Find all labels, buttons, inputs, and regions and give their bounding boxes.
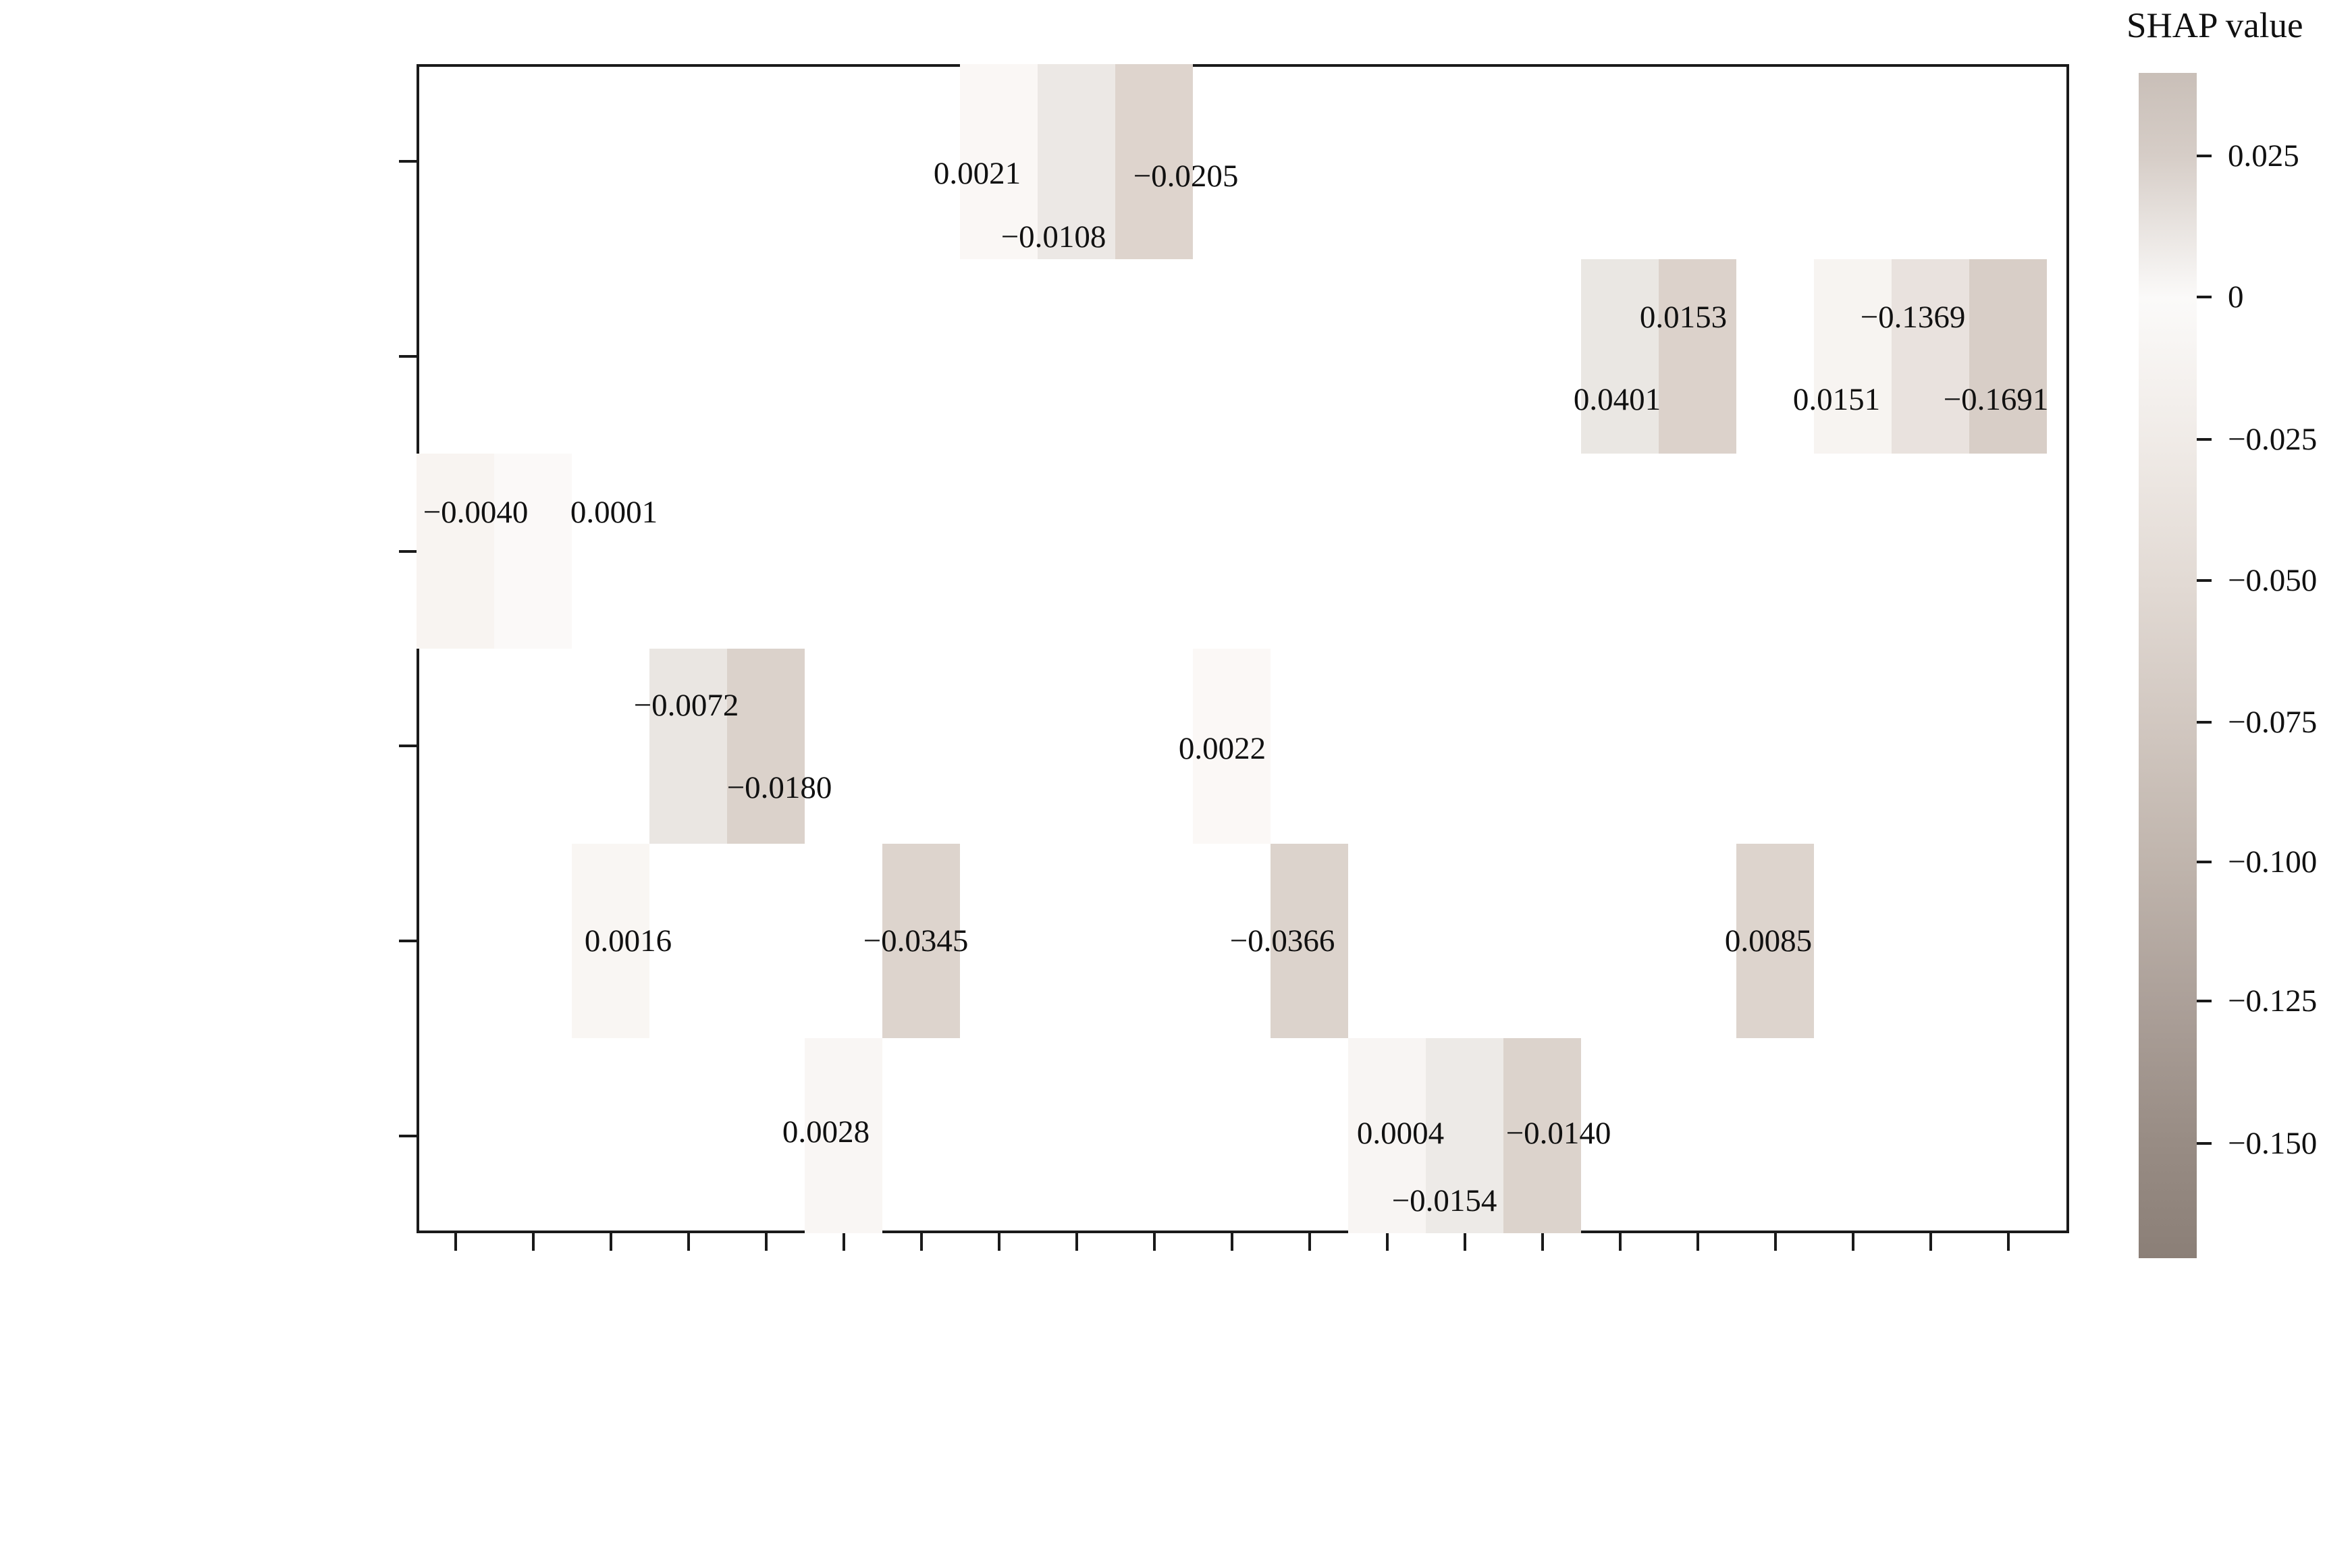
colorbar-tick <box>2197 999 2212 1002</box>
cell-value-label: 0.0401 <box>1573 382 1661 417</box>
y-axis-tick <box>399 1134 417 1137</box>
y-axis-tick <box>399 940 417 942</box>
y-axis-tick <box>399 549 417 553</box>
heatmap-cell <box>1426 1038 1503 1233</box>
colorbar-tick-label: 0 <box>2228 279 2244 315</box>
cell-value-label: 0.0028 <box>782 1114 870 1150</box>
heatmap-cell <box>1736 843 1814 1039</box>
cell-value-label: −0.0205 <box>1133 159 1239 194</box>
colorbar-tick <box>2197 861 2212 864</box>
heatmap-cell <box>1193 649 1271 844</box>
x-axis-tick <box>454 1233 457 1251</box>
heatmap-cell <box>1814 259 1892 454</box>
heatmap-cell <box>1659 259 1736 454</box>
x-axis-tick <box>1541 1233 1544 1251</box>
x-axis-tick <box>764 1233 768 1251</box>
heatmap-cell <box>1348 1038 1426 1233</box>
heatmap-cell <box>882 843 960 1039</box>
colorbar-tick-label: −0.125 <box>2228 983 2318 1019</box>
x-axis-tick <box>1929 1233 1932 1251</box>
colorbar-tick-label: −0.050 <box>2228 562 2318 598</box>
x-axis-tick <box>1152 1233 1156 1251</box>
heatmap-cell <box>727 649 805 844</box>
cell-value-label: −0.0072 <box>633 688 739 724</box>
colorbar-tick <box>2197 437 2212 441</box>
cell-value-label: −0.0345 <box>863 923 969 958</box>
heatmap-cell <box>960 64 1038 259</box>
colorbar-tick-label: −0.075 <box>2228 705 2318 740</box>
y-axis-tick <box>399 160 417 163</box>
heatmap-cell <box>1969 259 2047 454</box>
colorbar-tick <box>2197 295 2212 298</box>
colorbar-tick-label: −0.025 <box>2228 421 2318 457</box>
cell-value-label: 0.0153 <box>1639 300 1728 335</box>
heatmap-cell <box>1115 64 1193 259</box>
cell-value-label: 0.0085 <box>1724 923 1813 958</box>
cell-value-label: 0.0022 <box>1178 731 1266 767</box>
x-axis-tick <box>1385 1233 1389 1251</box>
x-axis-tick <box>1463 1233 1466 1251</box>
x-axis-tick <box>1773 1233 1777 1251</box>
heatmap-cell <box>1581 259 1659 454</box>
x-axis-tick <box>609 1233 612 1251</box>
x-axis-tick <box>1618 1233 1622 1251</box>
x-axis-tick <box>1308 1233 1311 1251</box>
cell-value-label: 0.0004 <box>1356 1115 1445 1151</box>
x-axis-tick <box>531 1233 535 1251</box>
colorbar-tick-label: 0.025 <box>2228 138 2299 173</box>
colorbar <box>2139 73 2197 1258</box>
colorbar-tick-label: −0.100 <box>2228 844 2318 880</box>
colorbar-title: SHAP value <box>2127 6 2303 45</box>
x-axis-tick <box>919 1233 923 1251</box>
colorbar-tick <box>2197 721 2212 724</box>
cell-value-label: −0.0140 <box>1505 1115 1611 1151</box>
colorbar-tick <box>2197 1141 2212 1145</box>
heatmap-cell <box>1038 64 1115 259</box>
x-axis-tick <box>2006 1233 2010 1251</box>
colorbar-tick-label: −0.150 <box>2228 1125 2318 1161</box>
x-axis-tick <box>997 1233 1000 1251</box>
cell-value-label: 0.0151 <box>1792 382 1881 417</box>
cell-value-label: 0.0016 <box>584 923 672 958</box>
y-axis-tick <box>399 355 417 358</box>
cell-value-label: −0.0040 <box>423 494 529 530</box>
cell-value-label: −0.0180 <box>726 770 832 806</box>
y-axis-tick <box>399 745 417 748</box>
heatmap-cell <box>1271 843 1348 1039</box>
x-axis-tick <box>687 1233 690 1251</box>
colorbar-tick <box>2197 154 2212 157</box>
cell-value-label: −0.1369 <box>1860 300 1966 335</box>
x-axis-tick <box>1230 1233 1233 1251</box>
heatmap-cell <box>805 1038 882 1233</box>
x-axis-tick <box>1075 1233 1078 1251</box>
cell-value-label: 0.0021 <box>933 156 1021 192</box>
cell-value-label: −0.1691 <box>1943 382 2049 417</box>
heatmap-cell <box>494 454 572 649</box>
heatmap-cell <box>1892 259 1969 454</box>
x-axis-tick <box>842 1233 845 1251</box>
colorbar-tick <box>2197 578 2212 582</box>
cell-value-label: −0.0154 <box>1391 1183 1497 1218</box>
x-axis-tick <box>1696 1233 1699 1251</box>
heatmap-cell <box>417 454 494 649</box>
heatmap-cell <box>572 843 649 1039</box>
heatmap-cell <box>649 649 727 844</box>
heatmap-cell <box>1503 1038 1581 1233</box>
cell-value-label: −0.0108 <box>1000 219 1106 255</box>
cell-value-label: −0.0366 <box>1229 923 1335 958</box>
x-axis-tick <box>1851 1233 1854 1251</box>
cell-value-label: 0.0001 <box>570 494 658 530</box>
